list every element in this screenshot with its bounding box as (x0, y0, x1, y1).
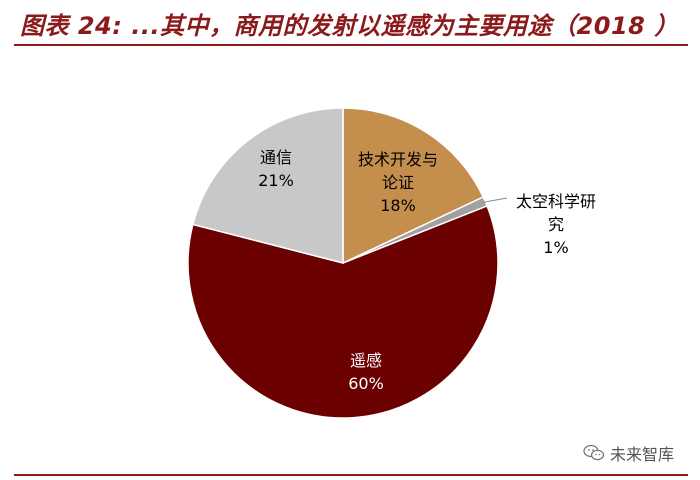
slice-label-3: 遥感 (350, 351, 382, 370)
slice-value-3: 60% (348, 374, 384, 393)
slice-value-2: 1% (543, 238, 568, 257)
slice-value-1: 18% (380, 196, 416, 215)
slice-label-1: 论证 (382, 173, 414, 192)
slice-value-4: 21% (258, 171, 294, 190)
slice-label-1: 技术开发与 (358, 150, 438, 169)
bottom-divider (14, 474, 688, 476)
watermark: 未来智库 (583, 441, 674, 465)
slice-label-2: 太空科学研 (516, 192, 596, 211)
title-divider (14, 44, 688, 46)
slice-label-2: 究 (548, 215, 564, 234)
pie-slice-3 (187, 204, 499, 419)
leader-line-2 (483, 197, 508, 203)
slice-label-4: 通信 (260, 148, 292, 167)
page-title: 图表 24: ...其中，商用的发射以遥感为主要用途（2018 ） (20, 12, 679, 40)
wechat-icon (583, 444, 605, 462)
pie-slice-4 (191, 107, 344, 264)
pie-slice-1 (342, 107, 485, 265)
watermark-text: 未来智库 (610, 445, 675, 464)
